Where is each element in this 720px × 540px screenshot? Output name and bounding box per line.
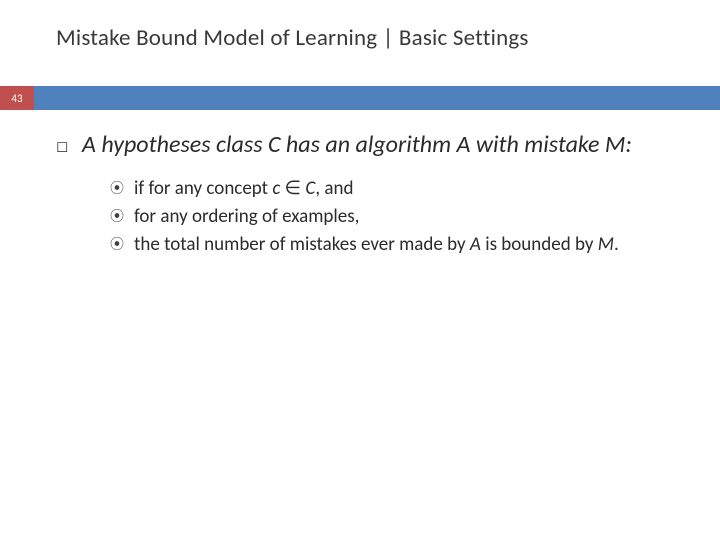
text-span: C — [268, 130, 281, 159]
text-span: . — [614, 233, 619, 256]
header-bar: 43 — [0, 86, 720, 110]
text-span: , and — [315, 177, 353, 200]
header-bar-fill — [34, 86, 720, 110]
text-span: A hypotheses class — [82, 130, 268, 159]
body-content: ◻ A hypotheses class C has an algorithm … — [56, 130, 666, 260]
text-span: A — [457, 130, 471, 159]
sub-bullet-text: if for any concept c ∈ C, and — [134, 176, 353, 202]
square-bullet-icon: ◻ — [56, 130, 82, 162]
sub-bullet-text: the total number of mistakes ever made b… — [134, 232, 619, 258]
text-span: M — [598, 233, 614, 256]
circle-bullet-icon: ⦿ — [110, 232, 134, 258]
text-span: has an algorithm — [281, 130, 457, 159]
sub-bullet-list: ⦿ if for any concept c ∈ C, and ⦿ for an… — [110, 176, 666, 258]
slide-title: Mistake Bound Model of Learning | Basic … — [56, 24, 676, 52]
slide: Mistake Bound Model of Learning | Basic … — [0, 0, 720, 540]
main-bullet-row: ◻ A hypotheses class C has an algorithm … — [56, 130, 666, 162]
text-span: the total number of mistakes ever made b… — [134, 233, 470, 256]
list-item: ⦿ if for any concept c ∈ C, and — [110, 176, 666, 202]
page-number: 43 — [11, 92, 22, 105]
text-span: A — [470, 233, 481, 256]
circle-bullet-icon: ⦿ — [110, 176, 134, 202]
text-span: C — [305, 177, 315, 200]
sub-bullet-text: for any ordering of examples, — [134, 204, 359, 230]
text-span: is bounded by — [481, 233, 598, 256]
text-span: M: — [605, 130, 632, 159]
circle-bullet-icon: ⦿ — [110, 204, 134, 230]
list-item: ⦿ the total number of mistakes ever made… — [110, 232, 666, 258]
text-span: ∈ — [280, 177, 305, 200]
list-item: ⦿ for any ordering of examples, — [110, 204, 666, 230]
text-span: with mistake — [470, 130, 605, 159]
main-bullet-text: A hypotheses class C has an algorithm A … — [82, 130, 632, 162]
page-number-badge: 43 — [0, 86, 34, 110]
text-span: if for any concept — [134, 177, 272, 200]
